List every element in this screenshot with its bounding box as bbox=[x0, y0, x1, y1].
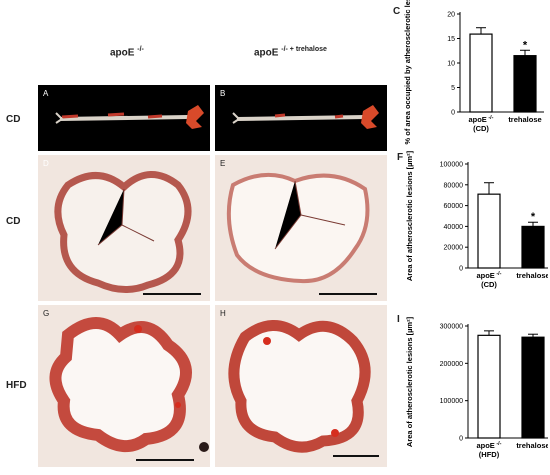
column-header-apoe: apoE -/- bbox=[110, 46, 144, 58]
chart-i-lesion-area-hfd: 0 100000 200000 300000 Area of atherosclerot… bbox=[405, 316, 548, 459]
chart-i-bar-trehalose bbox=[521, 336, 545, 439]
chart-c-significance-star: * bbox=[523, 39, 528, 51]
panel-b-letter: B bbox=[220, 89, 226, 98]
chart-c-y-axis-label: % of area occupied by atherosclerotic le… bbox=[403, 0, 412, 144]
row-label-hfd: HFD bbox=[6, 380, 27, 391]
scale-bar-e bbox=[319, 293, 377, 295]
chart-c-tick-label: 5 bbox=[451, 85, 455, 92]
chart-f-category-label: apoE -/- bbox=[476, 271, 501, 280]
chart-f-category-sublabel: (CD) bbox=[481, 280, 497, 289]
chart-i-category-label: apoE -/- bbox=[476, 441, 501, 450]
chart-c-category-label: trehalose bbox=[508, 115, 541, 124]
chart-i-y-axis-label: Area of atherosclerotic lesions [µm²] bbox=[405, 316, 414, 447]
chart-i-category-label: trehalose bbox=[516, 441, 548, 450]
panel-h-letter: H bbox=[220, 309, 226, 318]
panel-b-aorta-image: B bbox=[215, 85, 387, 151]
column-header-trehalose-text: apoE bbox=[254, 47, 279, 59]
scale-bar-g bbox=[136, 459, 194, 461]
chart-c-tick-label: 10 bbox=[447, 61, 455, 68]
root-g-drawing bbox=[49, 317, 209, 452]
root-d-drawing bbox=[54, 171, 192, 293]
chart-c-bar-control bbox=[469, 33, 493, 113]
row-label-cd-2: CD bbox=[6, 216, 21, 227]
root-e-drawing bbox=[226, 172, 370, 284]
chart-i-tick-label: 300000 bbox=[440, 324, 463, 331]
chart-f-category-label: trehalose bbox=[516, 271, 548, 280]
panel-c-letter: C bbox=[393, 6, 401, 17]
aorta-control-drawing bbox=[55, 105, 204, 129]
chart-c-tick-label: 15 bbox=[447, 36, 455, 43]
chart-f-tick-label: 0 bbox=[459, 266, 463, 273]
column-header-apoe-sup: -/- bbox=[137, 46, 144, 53]
root-h-drawing bbox=[228, 320, 371, 453]
chart-f-tick-label: 60000 bbox=[444, 203, 464, 210]
chart-f-lesion-area-cd: 0 20000 40000 60000 80000 100000 Area of ather… bbox=[405, 150, 548, 289]
column-header-apoe-text: apoE bbox=[110, 47, 135, 59]
panel-d-histology-image: D bbox=[38, 155, 210, 301]
scale-bar-d bbox=[143, 293, 201, 295]
chart-i-tick-label: 200000 bbox=[440, 361, 463, 368]
panel-g-letter: G bbox=[43, 309, 50, 318]
chart-c-tick-label: 20 bbox=[447, 12, 455, 19]
chart-c-lesion-percentage: 0 5 10 15 20 % of area occupied by atheroscle… bbox=[403, 0, 544, 144]
scale-bar-h bbox=[333, 455, 379, 457]
chart-c-category-label: apoE -/- bbox=[468, 115, 493, 124]
chart-i-tick-label: 100000 bbox=[440, 398, 463, 405]
chart-f-tick-label: 40000 bbox=[444, 224, 464, 231]
chart-f-y-axis-label: Area of atherosclerotic lesions [µm²] bbox=[405, 150, 414, 281]
panel-h-histology-image: H bbox=[215, 305, 387, 467]
chart-f-bar-control bbox=[477, 193, 501, 269]
panel-e-histology-image: E bbox=[215, 155, 387, 301]
column-header-trehalose-sup: -/- + trehalose bbox=[281, 46, 327, 53]
panel-a-aorta-image: A bbox=[38, 85, 210, 151]
chart-f-tick-label: 100000 bbox=[440, 162, 463, 169]
panel-e-letter: E bbox=[220, 159, 226, 168]
panel-a-letter: A bbox=[43, 89, 49, 98]
chart-f-tick-label: 80000 bbox=[444, 182, 464, 189]
panel-f-letter: F bbox=[397, 152, 404, 163]
chart-f-tick-label: 20000 bbox=[444, 245, 464, 252]
chart-f-bar-trehalose bbox=[521, 225, 545, 269]
panel-i-letter: I bbox=[397, 314, 400, 325]
panel-g-histology-image: G bbox=[38, 305, 210, 467]
chart-c-tick-label: 0 bbox=[451, 110, 455, 117]
chart-i-tick-label: 0 bbox=[459, 436, 463, 443]
chart-f-significance-star: * bbox=[531, 211, 536, 223]
chart-i-bar-control bbox=[477, 334, 501, 439]
aorta-trehalose-drawing bbox=[232, 105, 379, 129]
chart-c-bar-trehalose bbox=[513, 55, 537, 113]
chart-c-category-sublabel: (CD) bbox=[473, 124, 489, 133]
panel-d-letter: D bbox=[43, 159, 49, 168]
row-label-cd-1: CD bbox=[6, 114, 21, 125]
column-header-trehalose: apoE -/- + trehalose bbox=[254, 46, 327, 58]
chart-i-category-sublabel: (HFD) bbox=[479, 450, 500, 459]
